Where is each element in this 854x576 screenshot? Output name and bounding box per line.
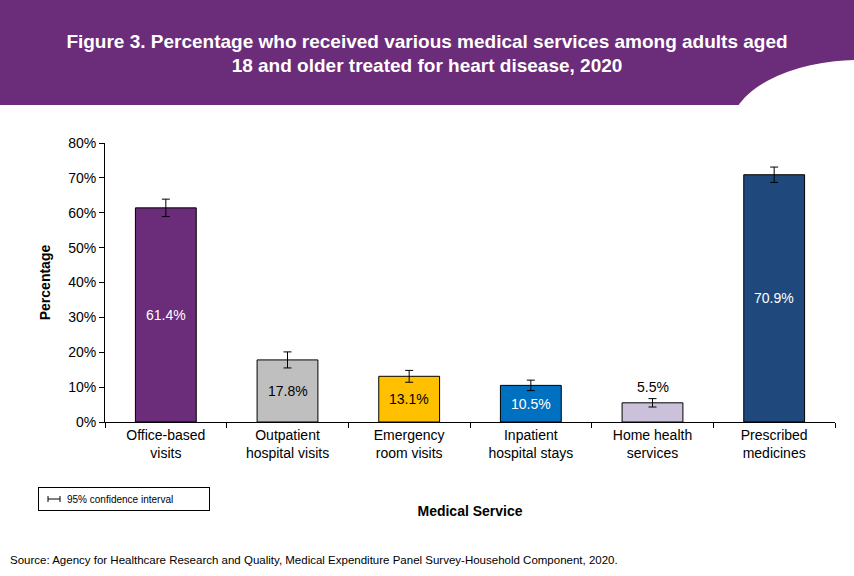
svg-text:13.1%: 13.1% [389, 391, 429, 407]
svg-text:0%: 0% [76, 414, 96, 430]
svg-text:Medical Service: Medical Service [417, 503, 522, 519]
svg-text:5.5%: 5.5% [637, 379, 669, 395]
svg-text:70%: 70% [68, 170, 96, 186]
svg-text:70.9%: 70.9% [754, 290, 794, 306]
svg-text:17.8%: 17.8% [268, 383, 308, 399]
svg-text:Office-basedvisits: Office-basedvisits [126, 427, 205, 461]
svg-text:10%: 10% [68, 379, 96, 395]
html-text:Source: Agency for Healthcare: Source: Agency for Healthcare Research a… [10, 554, 618, 566]
html-text:95% confidence interval: 95% confidence interval [67, 493, 174, 505]
svg-text:40%: 40% [68, 274, 96, 290]
svg-text:Prescribedmedicines: Prescribedmedicines [741, 427, 808, 461]
svg-text:10.5%: 10.5% [511, 396, 551, 412]
svg-text:Emergencyroom visits: Emergencyroom visits [374, 427, 445, 461]
svg-text:60%: 60% [68, 205, 96, 221]
svg-text:30%: 30% [68, 309, 96, 325]
html-text:Figure 3. Percentage who recei: Figure 3. Percentage who received variou… [66, 31, 788, 76]
svg-text:80%: 80% [68, 135, 96, 151]
svg-text:Home healthservices: Home healthservices [613, 427, 692, 461]
svg-text:50%: 50% [68, 240, 96, 256]
svg-text:20%: 20% [68, 344, 96, 360]
svg-text:Outpatienthospital visits: Outpatienthospital visits [246, 427, 329, 461]
svg-text:Percentage: Percentage [37, 245, 53, 321]
svg-text:Inpatienthospital stays: Inpatienthospital stays [488, 427, 573, 461]
svg-text:61.4%: 61.4% [146, 307, 186, 323]
